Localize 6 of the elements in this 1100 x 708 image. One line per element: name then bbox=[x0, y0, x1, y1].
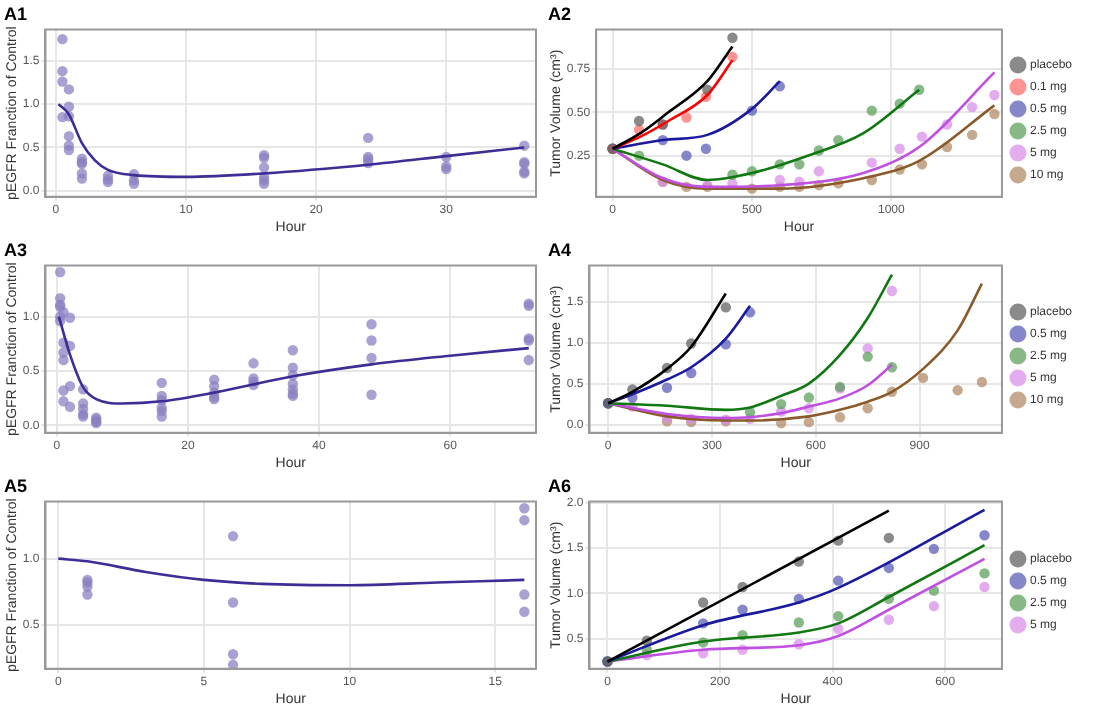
chart-title: A4 bbox=[548, 239, 572, 260]
chart-title: A1 bbox=[4, 3, 28, 24]
chart-title: A2 bbox=[548, 3, 572, 24]
chart-title: A3 bbox=[4, 239, 28, 260]
chart-title: A6 bbox=[548, 475, 572, 496]
chart-title: A5 bbox=[4, 475, 28, 496]
